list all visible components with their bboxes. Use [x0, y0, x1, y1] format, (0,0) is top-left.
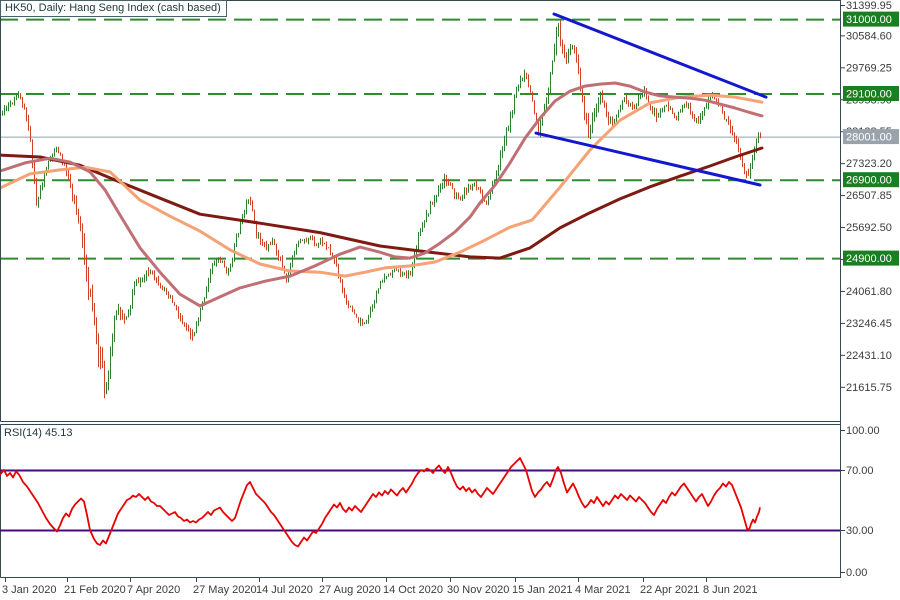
horizontal-level-lines[interactable]: [0, 18, 840, 260]
date-tick-label: 15 Jan 2021: [512, 584, 573, 596]
ma-slow-maroon-line: [0, 146, 764, 260]
price-tick-label: 29769.25: [846, 62, 892, 74]
date-tick-label: 22 Apr 2021: [640, 584, 699, 596]
price-badge-label: 24900.00: [846, 253, 892, 265]
price-badge: [843, 250, 899, 266]
date-tick-label: 7 Apr 2020: [127, 584, 180, 596]
time-axis[interactable]: 3 Jan 2020 21 Feb 2020 7 Apr 2020 27 May 20…: [2, 578, 757, 596]
ma-fast-rose-line: [0, 81, 764, 308]
price-tick-label: 21615.75: [846, 382, 892, 394]
price-tick-label: 30584.60: [846, 30, 892, 42]
rsi-tick-label: 0.00: [846, 567, 867, 579]
price-badge: [843, 11, 899, 27]
price-badge: [843, 172, 899, 188]
panel-frame: [0, 0, 841, 578]
price-badge-label: 28001.00: [846, 132, 892, 144]
date-tick-label: 4 Mar 2021: [575, 584, 631, 596]
rsi-indicator-label: RSI(14) 45.13: [4, 427, 73, 439]
chart-title: HK50, Daily: Hang Seng Index (cash based…: [5, 2, 221, 14]
price-badge-label: 29100.00: [846, 89, 892, 101]
price-axis[interactable]: 31399.9530584.6029769.2528953.9028138.55…: [840, 0, 892, 394]
candlestick-bars: [2, 20, 761, 399]
ma-mid-salmon-line: [0, 93, 764, 278]
date-tick-label: 21 Feb 2020: [64, 584, 126, 596]
date-tick-label: 27 Aug 2020: [319, 584, 381, 596]
price-badge-label: 31000.00: [846, 14, 892, 26]
price-tick-label: 23246.45: [846, 318, 892, 330]
price-tick-label: 24061.80: [846, 286, 892, 298]
price-tick-label: 22431.10: [846, 350, 892, 362]
date-tick-label: 14 Jul 2020: [256, 584, 313, 596]
date-tick-label: 8 Jun 2021: [703, 584, 757, 596]
rsi-tick-label: 30.00: [846, 525, 874, 537]
upper-wedge-line[interactable]: [552, 12, 768, 99]
price-tick-label: 31399.95: [846, 0, 892, 12]
date-tick-label: 30 Nov 2020: [447, 584, 509, 596]
rsi-tick-label: 100.00: [846, 425, 880, 437]
rsi-tick-label: 70.00: [846, 465, 874, 477]
date-tick-label: 14 Oct 2020: [383, 584, 443, 596]
rsi-line: [0, 457, 761, 548]
price-level-badges: 31000.00 29100.00 26900.00 24900.00 28001.00: [843, 11, 899, 266]
trendline-drawings[interactable]: [534, 12, 768, 187]
price-badge-label: 26900.00: [846, 175, 892, 187]
price-badge: [843, 86, 899, 101]
moving-average-lines: [0, 81, 764, 308]
price-badge: [843, 129, 899, 145]
symbol-title-box: HK50, Daily: Hang Seng Index (cash based…: [0, 0, 227, 17]
lower-wedge-line[interactable]: [534, 131, 762, 187]
bearish-bars: [12, 20, 761, 399]
price-tick-label: 26507.85: [846, 190, 892, 202]
rsi-indicator-panel[interactable]: 100.00 70.00 30.00 0.00: [0, 425, 880, 579]
date-tick-label: 27 May 2020: [193, 584, 257, 596]
price-tick-label: 25692.50: [846, 222, 892, 234]
date-tick-label: 3 Jan 2020: [2, 584, 56, 596]
price-tick-label: 27323.20: [846, 158, 892, 170]
